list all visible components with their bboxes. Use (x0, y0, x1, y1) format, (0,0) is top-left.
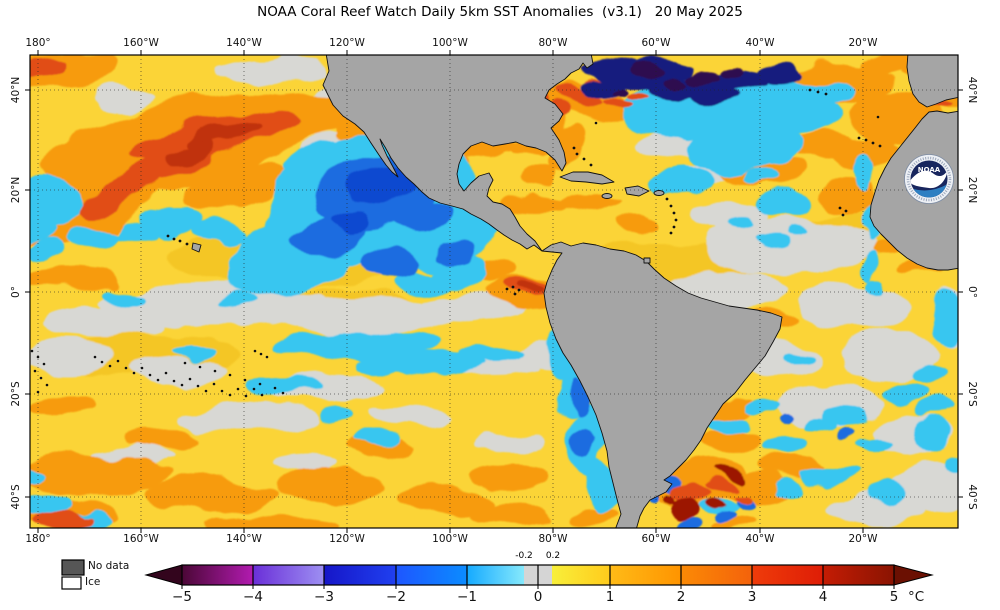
island-hispaniola (624, 185, 650, 197)
colorbar-segments (182, 565, 894, 585)
colorbar-tick-label: −3 (314, 589, 334, 605)
lat-label-left: 20°S (10, 381, 22, 407)
colorbar-sublabel-neg: -0.2 (515, 551, 533, 561)
lon-label-bottom: 20°W (848, 533, 878, 545)
land-iberia (906, 55, 958, 108)
colorbar-over-arrow (893, 564, 934, 586)
lon-label-bottom: 140°W (226, 533, 262, 545)
lon-label-top: 120°W (329, 37, 365, 49)
lon-label-top: 40°W (745, 37, 775, 49)
no-data-label: No data (88, 560, 130, 572)
colorbar-under-arrow (144, 564, 183, 586)
colorbar-tick-label: 0 (533, 589, 543, 605)
colorbar-tick-label: −2 (386, 589, 406, 605)
land-layer (191, 55, 958, 528)
axis-ticks (25, 50, 963, 533)
lon-label-top: 60°W (641, 37, 671, 49)
island-hawaii-big (191, 242, 202, 253)
lon-label-bottom: 120°W (329, 533, 365, 545)
lat-label-right: 40°S (966, 484, 978, 510)
anomaly-blobs-deepblue (330, 168, 412, 232)
anomaly-blobs-red (30, 56, 954, 528)
lon-label-top: 140°W (226, 37, 262, 49)
anomaly-blobs-navy (582, 55, 800, 105)
colorbar-tick-label: −5 (172, 589, 192, 605)
gridlines (30, 55, 958, 528)
colorbar-tick-label: 2 (676, 589, 686, 605)
colorbar-tick-label: 1 (605, 589, 615, 605)
noaa-logo: NOAA (904, 154, 954, 204)
lat-label-right: 20°N (966, 176, 978, 204)
map-canvas (30, 55, 958, 528)
colorbar (144, 564, 934, 589)
land-south-america (541, 241, 783, 528)
land-north-america (322, 55, 594, 252)
lon-label-bottom: 80°W (538, 533, 568, 545)
colorbar-unit: °C (908, 589, 925, 605)
lat-label-right: 40°N (966, 76, 978, 104)
lat-label-right: 20°S (966, 381, 978, 407)
ice-swatch (61, 576, 82, 590)
colorbar-tick-label: 4 (818, 589, 828, 605)
island-jamaica (601, 193, 613, 199)
island-trinidad (643, 257, 651, 264)
lon-label-bottom: 180° (25, 533, 51, 545)
lon-label-top: 100°W (432, 37, 468, 49)
anomaly-blobs-darkred (165, 121, 545, 290)
lon-label-bottom: 60°W (641, 533, 671, 545)
colorbar-tick-label: −1 (457, 589, 477, 605)
colorbar-tick-label: −4 (243, 589, 263, 605)
lat-label-left: 40°S (10, 484, 22, 510)
lat-label-left: 20°N (10, 176, 22, 204)
noaa-logo-text: NOAA (918, 166, 941, 174)
colorbar-sublabel-pos: 0.2 (545, 551, 561, 561)
lon-label-top: 160°W (123, 37, 159, 49)
anomaly-blobs-eddy-darkred (660, 466, 744, 517)
island-puerto-rico (653, 190, 665, 196)
colorbar-tick-label: 3 (747, 589, 757, 605)
lat-label-right: 0° (966, 286, 978, 298)
colorbar-tick-label: 5 (889, 589, 899, 605)
lon-label-top: 80°W (538, 37, 568, 49)
anomaly-blobs-purple (615, 61, 742, 95)
island-specks (30, 88, 882, 398)
lon-label-bottom: 160°W (123, 533, 159, 545)
page-title: NOAA Coral Reef Watch Daily 5km SST Anom… (257, 4, 743, 20)
ice-label: Ice (85, 576, 101, 588)
lon-label-top: 180° (25, 37, 51, 49)
lon-label-top: 20°W (848, 37, 878, 49)
lat-label-left: 40°N (10, 76, 22, 104)
legend-swatches (61, 559, 85, 590)
island-cuba (559, 171, 615, 185)
lat-label-left: 0° (10, 286, 22, 298)
ocean-anomaly-layer (30, 55, 958, 528)
no-data-swatch (61, 559, 85, 576)
lon-label-bottom: 100°W (432, 533, 468, 545)
lon-label-bottom: 40°W (745, 533, 775, 545)
colorbar-separators (252, 565, 824, 585)
colorbar-ticks (181, 585, 895, 589)
